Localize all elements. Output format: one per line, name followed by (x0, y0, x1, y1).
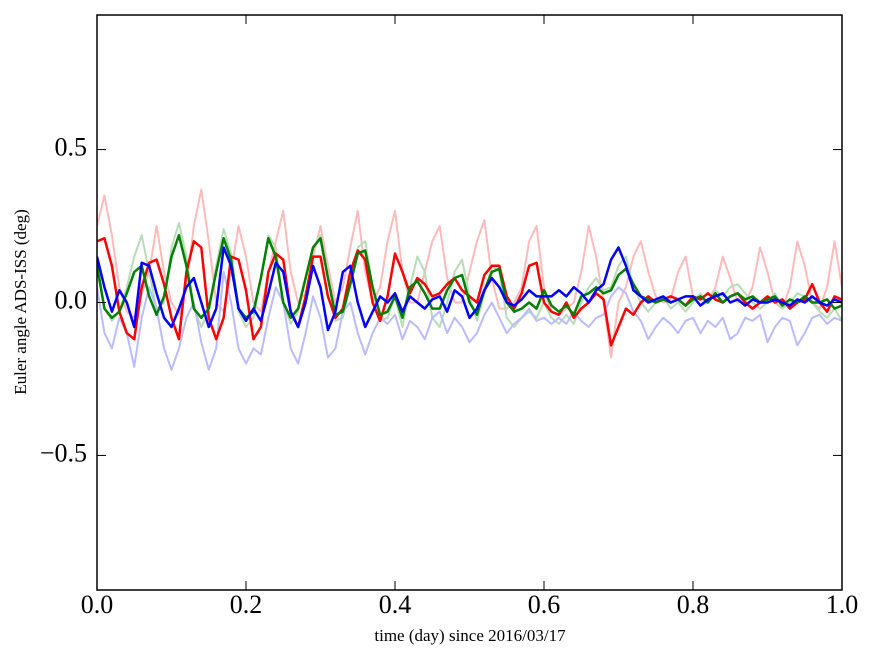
x-tick-label: 0.2 (230, 590, 263, 619)
data-line (97, 237, 842, 347)
x-axis-label: time (day) since 2016/03/17 (374, 626, 566, 645)
x-tick-label: 0.4 (379, 590, 412, 619)
y-tick-label: 0.5 (55, 133, 88, 162)
data-line (97, 246, 842, 332)
y-tick-label: 0.0 (55, 285, 88, 314)
x-tick-label: 0.6 (528, 590, 561, 619)
data-line (97, 270, 842, 371)
x-tick-label: 0.8 (677, 590, 710, 619)
y-axis-label: Euler angle ADS-ISS (deg) (11, 209, 30, 395)
x-tick-label: 0.0 (81, 590, 114, 619)
data-line (97, 188, 842, 359)
x-tick-label: 1.0 (826, 590, 859, 619)
y-tick-label: −0.5 (40, 438, 87, 467)
